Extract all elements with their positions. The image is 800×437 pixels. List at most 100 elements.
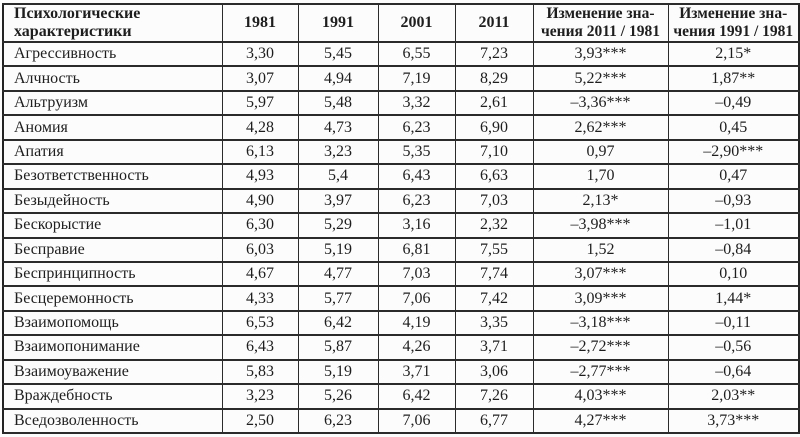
table-row: Безответственность 4,93 5,4 6,43 6,63 1,70 0,4…: [2, 163, 800, 190]
characteristic-name-cell: Альтруизм: [2, 89, 223, 117]
characteristic-name-cell: Алчность: [2, 65, 223, 92]
value-cell: 7,42: [454, 285, 534, 312]
value-cell: –3,18***: [532, 309, 669, 337]
table-row: Альтруизм 5,97 5,48 3,32 2,61 –3,36*** –0,49: [2, 89, 800, 117]
characteristic-name-cell: Агрессивность: [2, 40, 223, 68]
value-cell: 3,30: [221, 40, 299, 68]
value-cell: 2,32: [454, 212, 534, 239]
value-cell: 7,06: [377, 407, 456, 435]
value-cell: 6,55: [377, 40, 456, 68]
value-cell: 0,45: [667, 114, 800, 141]
header-year-2011: 2011: [454, 3, 534, 43]
value-cell: 0,10: [667, 260, 800, 288]
value-cell: 3,07***: [532, 260, 669, 288]
value-cell: –2,90***: [667, 138, 800, 166]
table-row: Алчность 3,07 4,94 7,19 8,29 5,22*** 1,87**: [2, 65, 800, 92]
value-cell: 4,19: [377, 309, 456, 337]
characteristic-name-cell: Беспринципность: [2, 260, 223, 288]
value-cell: 6,77: [454, 407, 534, 435]
table-row: Вседозволенность 2,50 6,23 7,06 6,77 4,27*** 3…: [2, 407, 800, 435]
value-cell: 6,43: [221, 334, 299, 361]
table-row: Апатия 6,13 3,23 5,35 7,10 0,97 –2,90***: [2, 138, 800, 166]
value-cell: 7,10: [454, 138, 534, 166]
value-cell: 4,77: [297, 260, 379, 288]
header-change-1991-line1: Изменение зна-: [679, 5, 788, 23]
value-cell: 5,19: [297, 358, 379, 386]
value-cell: 2,03**: [667, 383, 800, 410]
value-cell: 7,74: [454, 260, 534, 288]
value-cell: 6,30: [221, 212, 299, 239]
value-cell: 6,13: [221, 138, 299, 166]
header-change-1991-1981: Изменение зна- чения 1991 / 1981: [667, 3, 800, 43]
value-cell: 8,29: [454, 65, 534, 92]
characteristic-name-cell: Апатия: [2, 138, 223, 166]
header-row: Психологические характеристики 1981 1991…: [2, 3, 800, 43]
table-header: Психологические характеристики 1981 1991…: [2, 3, 800, 43]
table-row: Бесцеремонность 4,33 5,77 7,06 7,42 3,09*** 1,…: [2, 285, 800, 312]
value-cell: 7,26: [454, 383, 534, 410]
characteristic-name-cell: Вседозволенность: [2, 407, 223, 435]
psychological-characteristics-table: Психологические характеристики 1981 1991…: [2, 3, 800, 435]
characteristic-name-cell: Бесправие: [2, 236, 223, 263]
value-cell: 3,23: [221, 383, 299, 410]
value-cell: 4,27***: [532, 407, 669, 435]
table-row: Взаимоуважение 5,83 5,19 3,71 3,06 –2,77*** –0…: [2, 358, 800, 386]
value-cell: 7,03: [454, 187, 534, 215]
header-change-2011-1981: Изменение зна- чения 2011 / 1981: [532, 3, 669, 43]
value-cell: 1,87**: [667, 65, 800, 92]
value-cell: 5,4: [297, 163, 379, 190]
characteristic-name-cell: Взаимопонимание: [2, 334, 223, 361]
value-cell: 4,73: [297, 114, 379, 141]
value-cell: 6,43: [377, 163, 456, 190]
characteristic-name-cell: Безответственность: [2, 163, 223, 190]
value-cell: 7,03: [377, 260, 456, 288]
characteristic-name-cell: Взаимоуважение: [2, 358, 223, 386]
value-cell: 3,71: [377, 358, 456, 386]
value-cell: 3,73***: [667, 407, 800, 435]
scanned-table-region: Психологические характеристики 1981 1991…: [2, 3, 800, 435]
value-cell: –0,84: [667, 236, 800, 263]
value-cell: 3,35: [454, 309, 534, 337]
value-cell: 6,90: [454, 114, 534, 141]
value-cell: 5,22***: [532, 65, 669, 92]
value-cell: 4,28: [221, 114, 299, 141]
header-year-1991: 1991: [297, 3, 379, 43]
value-cell: 6,03: [221, 236, 299, 263]
table-row: Агрессивность 3,30 5,45 6,55 7,23 3,93*** 2,15…: [2, 40, 800, 68]
table-row: Взаимопомощь 6,53 6,42 4,19 3,35 –3,18*** –0,1…: [2, 309, 800, 337]
value-cell: –3,98***: [532, 212, 669, 239]
characteristic-name-cell: Бесцеремонность: [2, 285, 223, 312]
header-year-1981: 1981: [221, 3, 299, 43]
characteristic-name-cell: Безыдейность: [2, 187, 223, 215]
value-cell: 2,15*: [667, 40, 800, 68]
characteristic-name-cell: Бескорыстие: [2, 212, 223, 239]
value-cell: 0,47: [667, 163, 800, 190]
value-cell: 3,23: [297, 138, 379, 166]
value-cell: –2,77***: [532, 358, 669, 386]
value-cell: 5,35: [377, 138, 456, 166]
value-cell: 4,03***: [532, 383, 669, 410]
value-cell: 7,19: [377, 65, 456, 92]
value-cell: 3,93***: [532, 40, 669, 68]
value-cell: 7,23: [454, 40, 534, 68]
table-row: Враждебность 3,23 5,26 6,42 7,26 4,03*** 2,03*…: [2, 383, 800, 410]
table-row: Аномия 4,28 4,73 6,23 6,90 2,62*** 0,45: [2, 114, 800, 141]
table-row: Безыдейность 4,90 3,97 6,23 7,03 2,13* –0,93: [2, 187, 800, 215]
value-cell: 1,44*: [667, 285, 800, 312]
value-cell: 4,94: [297, 65, 379, 92]
value-cell: –3,36***: [532, 89, 669, 117]
table-row: Беспринципность 4,67 4,77 7,03 7,74 3,07*** 0,…: [2, 260, 800, 288]
header-characteristics-line1: Психологические: [14, 5, 141, 22]
value-cell: 4,93: [221, 163, 299, 190]
value-cell: 7,06: [377, 285, 456, 312]
table-row: Взаимопонимание 6,43 5,87 4,26 3,71 –2,72*** –…: [2, 334, 800, 361]
value-cell: 4,33: [221, 285, 299, 312]
value-cell: 2,61: [454, 89, 534, 117]
value-cell: 5,83: [221, 358, 299, 386]
value-cell: 3,07: [221, 65, 299, 92]
value-cell: –2,72***: [532, 334, 669, 361]
header-characteristics-line2: характеристики: [14, 23, 132, 40]
value-cell: –0,64: [667, 358, 800, 386]
value-cell: 6,53: [221, 309, 299, 337]
table-row: Бескорыстие 6,30 5,29 3,16 2,32 –3,98*** –1,01: [2, 212, 800, 239]
